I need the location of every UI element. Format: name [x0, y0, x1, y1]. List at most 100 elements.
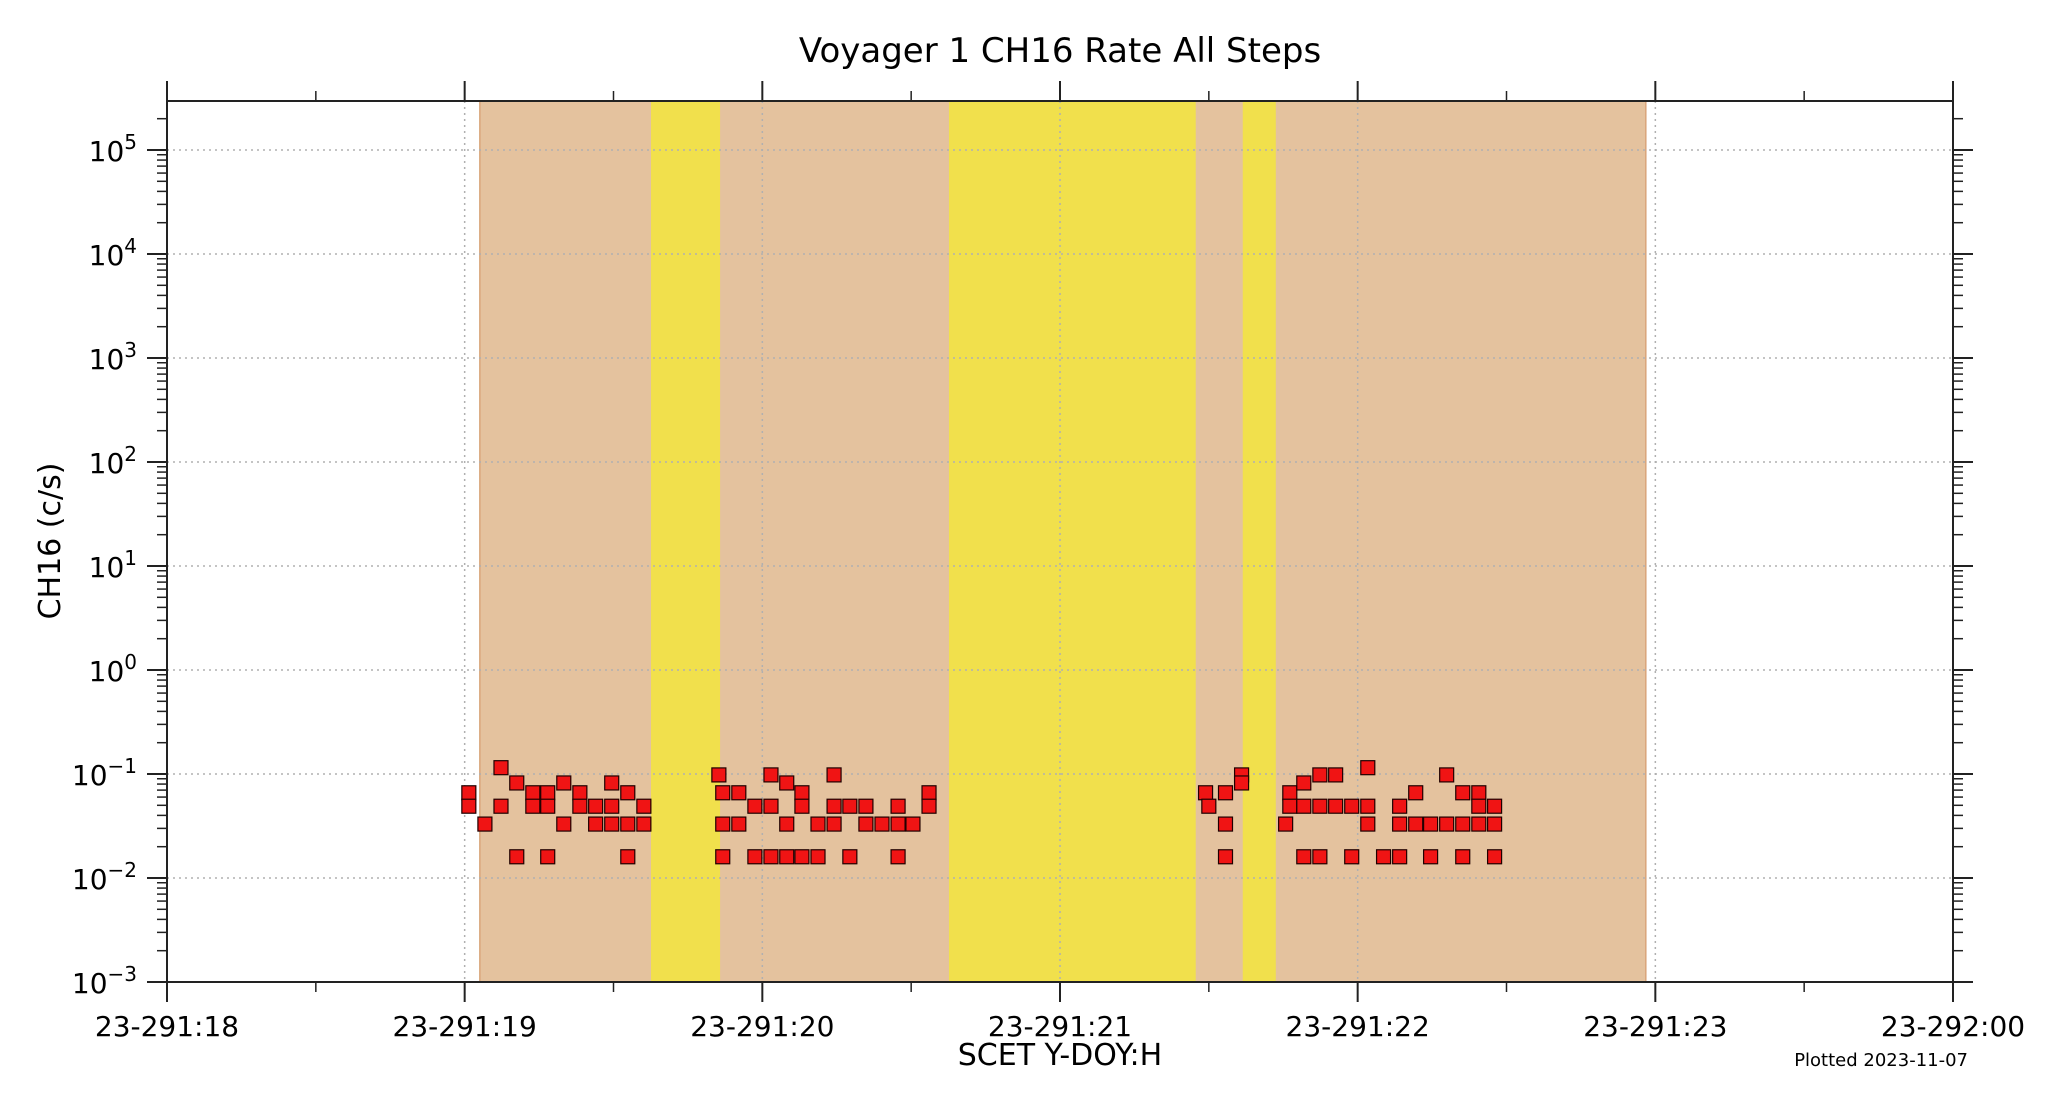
- data-point: [509, 775, 525, 791]
- data-point: [858, 798, 874, 814]
- data-point: [874, 816, 890, 832]
- data-point: [1296, 849, 1312, 865]
- y-tick-label: 103: [89, 338, 137, 376]
- shaded-band: [1242, 101, 1276, 982]
- data-point: [763, 767, 779, 783]
- data-point: [525, 785, 541, 801]
- data-point: [604, 816, 620, 832]
- data-point: [715, 849, 731, 865]
- data-point: [620, 785, 636, 801]
- data-point: [1408, 816, 1424, 832]
- data-point: [858, 816, 874, 832]
- x-tick-labels: 23-291:18 23-291:19 23-291:20 23-291:21 23-2…: [95, 1010, 2025, 1043]
- data-point: [556, 816, 572, 832]
- data-point: [1455, 816, 1471, 832]
- data-point: [1360, 798, 1376, 814]
- data-point: [1217, 785, 1234, 801]
- x-tick-label: 23-291:21: [988, 1010, 1132, 1043]
- data-point: [921, 785, 937, 801]
- data-point: [890, 816, 906, 832]
- data-point: [636, 816, 652, 832]
- data-point: [1375, 849, 1392, 865]
- data-point: [1217, 849, 1234, 865]
- data-point: [747, 849, 763, 865]
- data-point: [461, 798, 477, 814]
- data-point: [747, 798, 763, 814]
- data-point: [763, 849, 779, 865]
- data-point: [1282, 785, 1298, 801]
- data-point: [794, 785, 810, 801]
- plotted-date-note: Plotted 2023-11-07: [1794, 1050, 1968, 1071]
- data-point: [1471, 816, 1487, 832]
- data-point: [588, 798, 604, 814]
- y-tick-label: 101: [89, 546, 137, 584]
- y-tick-label: 10−1: [72, 754, 137, 792]
- data-point: [1422, 849, 1439, 865]
- x-tick-label: 23-292:00: [1881, 1010, 2025, 1043]
- data-point: [493, 798, 509, 814]
- x-tick-label: 23-291:23: [1583, 1010, 1727, 1043]
- data-point: [779, 775, 795, 791]
- grid-layer: [167, 101, 1953, 982]
- data-point: [540, 798, 556, 814]
- data-point: [842, 798, 858, 814]
- y-tick-label: 100: [89, 650, 137, 688]
- data-point: [461, 785, 477, 801]
- data-point: [477, 816, 493, 832]
- data-point: [1486, 798, 1503, 814]
- data-point: [779, 816, 795, 832]
- shaded-band: [948, 101, 1196, 982]
- data-point: [1486, 816, 1503, 832]
- data-point: [1455, 785, 1471, 801]
- data-point: [810, 816, 826, 832]
- data-point: [1328, 767, 1344, 783]
- data-point: [731, 816, 747, 832]
- x-tick-label: 23-291:19: [393, 1010, 537, 1043]
- data-point: [572, 798, 588, 814]
- data-point: [1344, 849, 1360, 865]
- data-point: [1312, 798, 1328, 814]
- data-points: [461, 760, 1503, 865]
- data-point: [1360, 760, 1376, 776]
- data-point: [620, 816, 636, 832]
- data-point: [890, 849, 906, 865]
- data-point: [826, 816, 842, 832]
- data-point: [905, 816, 921, 832]
- y-axis-label: CH16 (c/s): [33, 463, 68, 620]
- data-point: [509, 849, 525, 865]
- chart-title: Voyager 1 CH16 Rate All Steps: [799, 31, 1321, 71]
- data-point: [1471, 785, 1487, 801]
- data-point: [493, 760, 509, 776]
- data-point: [731, 785, 747, 801]
- data-point: [711, 767, 727, 783]
- data-point: [604, 798, 620, 814]
- x-tick-label: 23-291:20: [690, 1010, 834, 1043]
- y-tick-label: 104: [89, 234, 137, 272]
- data-point: [1439, 767, 1455, 783]
- data-point: [1455, 849, 1471, 865]
- data-point: [1360, 816, 1376, 832]
- data-point: [1486, 849, 1503, 865]
- y-tick-label: 10−3: [72, 962, 137, 1000]
- data-point: [763, 798, 779, 814]
- data-point: [604, 775, 620, 791]
- data-point: [1392, 798, 1408, 814]
- data-point: [572, 785, 588, 801]
- y-tick-labels: 105 104 103 102 101 100 10−1 10−2 10−3: [72, 130, 137, 1000]
- data-point: [826, 798, 842, 814]
- y-tick-label: 102: [89, 442, 137, 480]
- data-point: [794, 798, 810, 814]
- data-point: [1422, 816, 1439, 832]
- data-point: [1392, 816, 1408, 832]
- data-point: [1217, 816, 1234, 832]
- axes: [147, 81, 1973, 1002]
- data-point: [890, 798, 906, 814]
- data-point: [1312, 767, 1328, 783]
- x-axis-label: SCET Y-DOY:H: [958, 1038, 1162, 1073]
- data-point: [1296, 798, 1312, 814]
- data-point: [1296, 775, 1312, 791]
- y-tick-label: 105: [89, 130, 137, 168]
- data-point: [715, 785, 731, 801]
- data-point: [1233, 775, 1250, 791]
